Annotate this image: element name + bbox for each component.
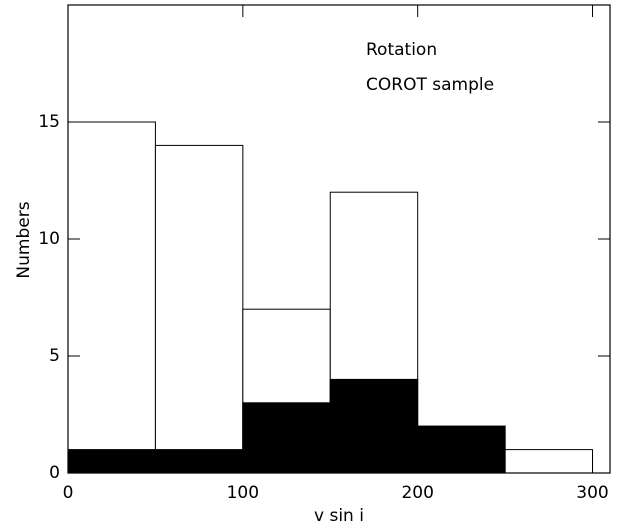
x-axis-label: v sin i	[314, 506, 364, 526]
histogram-bar	[67, 449, 156, 474]
y-axis-label: Numbers	[14, 201, 34, 278]
x-tick-label: 0	[63, 483, 74, 503]
histogram-bar	[154, 144, 244, 474]
annotation: Rotation	[366, 40, 437, 60]
x-tick-label: 100	[227, 483, 259, 503]
x-tick-label: 300	[576, 483, 608, 503]
histogram-bar	[67, 121, 156, 474]
histogram-bar	[154, 449, 244, 474]
histogram-bar	[329, 378, 419, 474]
y-tick-label: 10	[38, 229, 60, 249]
histogram-bar	[417, 425, 506, 474]
histogram-bar	[504, 449, 594, 474]
y-tick-label: 5	[49, 346, 60, 366]
y-tick-label: 0	[49, 463, 60, 483]
annotation: COROT sample	[366, 75, 494, 95]
histogram-bar	[242, 402, 331, 474]
y-tick-label: 15	[38, 112, 60, 132]
x-tick-label: 200	[401, 483, 433, 503]
